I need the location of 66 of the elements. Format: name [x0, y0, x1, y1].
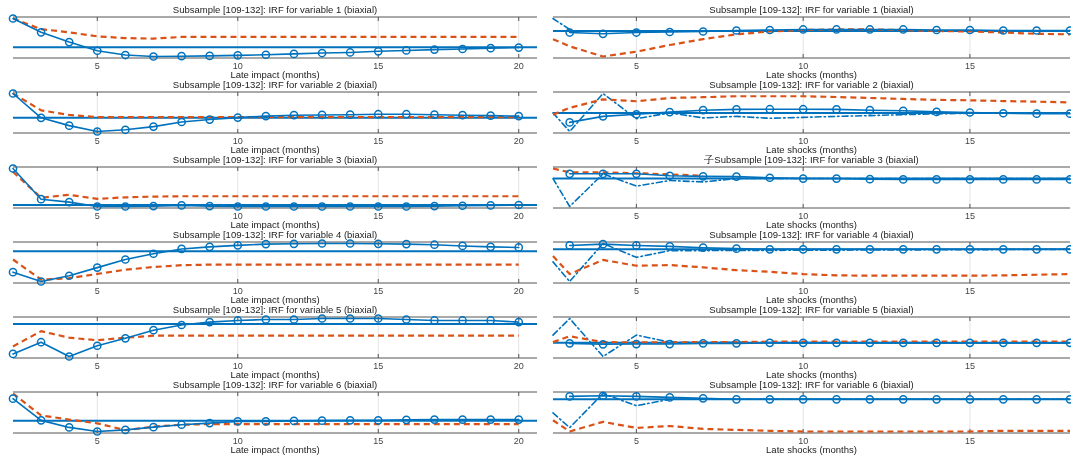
x-tick-label: 20 — [513, 136, 524, 146]
x-tick-label: 10 — [798, 436, 809, 446]
x-tick-label: 5 — [633, 286, 639, 296]
x-tick-label: 5 — [633, 211, 639, 221]
x-tick-label: 15 — [964, 286, 975, 296]
x-tick-label: 20 — [513, 286, 524, 296]
x-axis-title: Late shocks (months) — [766, 144, 857, 155]
x-axis-title: Late impact (months) — [230, 444, 320, 455]
x-axis-title: Late impact (months) — [230, 144, 320, 155]
chart-title: Subsample [109-132]: IRF for variable 2 (biaxial) — [709, 79, 914, 90]
chart-title: Subsample [109-132]: IRF for variable 4 (biaxial) — [172, 229, 378, 240]
x-tick-label: 10 — [232, 286, 243, 296]
x-tick-label: 5 — [94, 361, 100, 371]
x-tick-label: 20 — [513, 436, 524, 446]
x-tick-label: 15 — [373, 436, 384, 446]
x-tick-label: 20 — [513, 211, 524, 221]
x-tick-label: 15 — [964, 361, 975, 371]
chart-title: Subsample [109-132]: IRF for variable 5 (biaxial) — [172, 304, 378, 315]
x-tick-label: 5 — [94, 286, 100, 296]
chart-title: Subsample [109-132]: IRF for variable 1 (biaxial) — [172, 4, 378, 15]
x-tick-label: 5 — [633, 361, 639, 371]
x-tick-label: 15 — [373, 361, 384, 371]
x-axis-title: Late shocks (months) — [766, 444, 857, 455]
chart-title: Subsample [109-132]: IRF for variable 2 (biaxial) — [172, 79, 378, 90]
x-axis-title: Late impact (months) — [230, 219, 320, 230]
x-tick-label: 15 — [964, 211, 975, 221]
chart-title: 子Subsample [109-132]: IRF for variable 3 (biaxial) — [704, 154, 919, 165]
x-tick-label: 5 — [94, 211, 100, 221]
chart-title: Subsample [109-132]: IRF for variable 3 (biaxial) — [172, 154, 378, 165]
x-tick-label: 10 — [798, 136, 809, 146]
x-tick-label: 5 — [94, 136, 100, 146]
x-tick-label: 5 — [94, 436, 100, 446]
x-tick-label: 15 — [373, 286, 384, 296]
x-axis-title: Late impact (months) — [230, 369, 320, 380]
x-tick-label: 5 — [633, 436, 639, 446]
x-tick-label: 10 — [798, 211, 809, 221]
chart-title: Subsample [109-132]: IRF for variable 4 (biaxial) — [709, 229, 914, 240]
x-tick-label: 10 — [232, 436, 243, 446]
x-tick-label: 5 — [94, 61, 100, 71]
x-tick-label: 10 — [798, 286, 809, 296]
x-tick-label: 10 — [232, 361, 243, 371]
x-tick-label: 10 — [232, 211, 243, 221]
x-tick-label: 15 — [373, 136, 384, 146]
x-tick-label: 5 — [633, 136, 639, 146]
x-axis-title: Late shocks (months) — [766, 69, 857, 80]
x-axis-title: Late shocks (months) — [766, 219, 857, 230]
chart-title: Subsample [109-132]: IRF for variable 1 (biaxial) — [709, 4, 914, 15]
x-tick-label: 15 — [964, 436, 975, 446]
x-axis-title: Late impact (months) — [230, 69, 320, 80]
chart-title: Subsample [109-132]: IRF for variable 6 (biaxial) — [709, 379, 914, 390]
x-axis-title: Late shocks (months) — [766, 369, 857, 380]
x-tick-label: 10 — [232, 61, 243, 71]
x-tick-label: 15 — [373, 211, 384, 221]
chart-title: Subsample [109-132]: IRF for variable 6 (biaxial) — [172, 379, 378, 390]
x-tick-label: 20 — [513, 61, 524, 71]
x-tick-label: 10 — [798, 361, 809, 371]
x-tick-label: 15 — [964, 61, 975, 71]
chart-title: Subsample [109-132]: IRF for variable 5 (biaxial) — [709, 304, 914, 315]
x-axis-title: Late shocks (months) — [766, 294, 857, 305]
x-axis-title: Late impact (months) — [230, 294, 320, 305]
x-tick-label: 5 — [633, 61, 639, 71]
x-tick-label: 15 — [373, 61, 384, 71]
x-tick-label: 15 — [964, 136, 975, 146]
x-tick-label: 20 — [513, 361, 524, 371]
x-tick-label: 10 — [798, 61, 809, 71]
x-tick-label: 10 — [232, 136, 243, 146]
